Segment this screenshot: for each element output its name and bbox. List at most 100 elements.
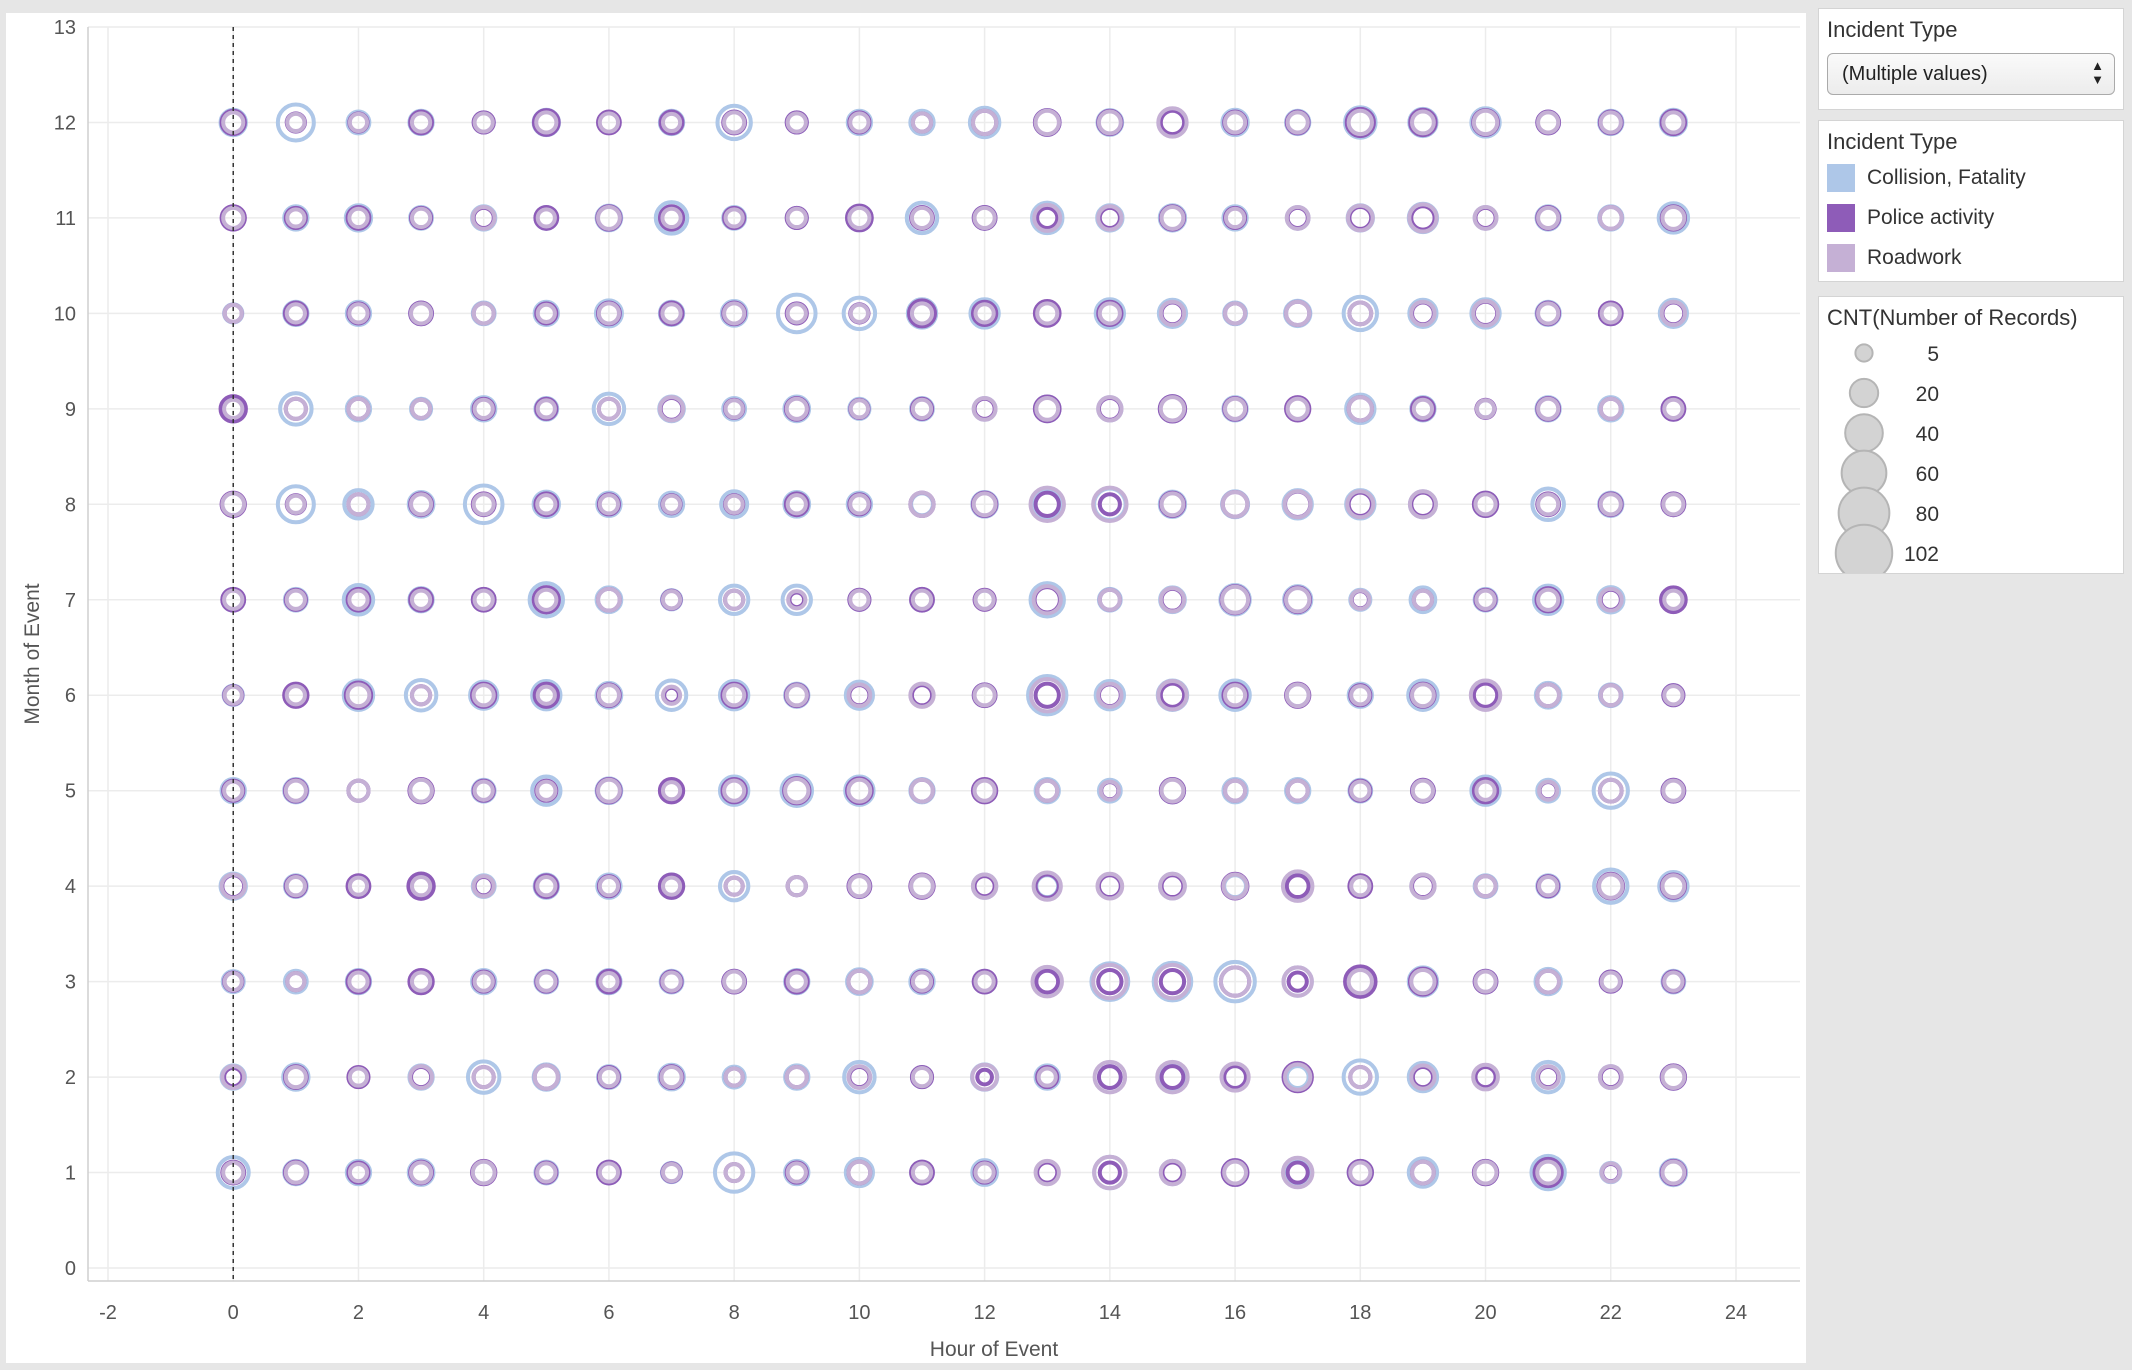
legend-item-collision-fatality[interactable]: Collision, Fatality bbox=[1827, 163, 2026, 193]
bubble-mark bbox=[409, 397, 433, 420]
incident-type-dropdown[interactable]: (Multiple values) ▲ ▼ bbox=[1827, 53, 2115, 95]
x-tick-label: 2 bbox=[353, 1302, 364, 1324]
bubble-mark bbox=[597, 111, 621, 134]
bubble-mark bbox=[971, 491, 998, 518]
bubble-mark bbox=[1473, 969, 1498, 994]
bubble-mark bbox=[1346, 395, 1374, 423]
bubble-mark bbox=[1341, 1058, 1380, 1096]
bubble-mark bbox=[1347, 300, 1374, 327]
bubble-mark bbox=[1151, 960, 1194, 1003]
size-legend-circle bbox=[1844, 413, 1884, 453]
bubble-mark bbox=[722, 301, 747, 326]
bubble-mark bbox=[596, 968, 622, 995]
bubble-mark bbox=[785, 302, 808, 325]
bubble-mark bbox=[779, 773, 815, 808]
bubble-mark bbox=[1092, 1154, 1128, 1191]
bubble-mark bbox=[597, 875, 621, 898]
bubble-mark bbox=[409, 684, 433, 707]
bubble-mark bbox=[846, 1159, 873, 1186]
bubble-mark bbox=[597, 1065, 621, 1089]
color-legend-title: Incident Type bbox=[1827, 129, 1958, 154]
bubble-mark bbox=[970, 1062, 999, 1092]
bubble-mark bbox=[1029, 677, 1066, 714]
bubble-mark bbox=[1280, 1155, 1315, 1190]
bubble-mark bbox=[786, 589, 808, 611]
bubble-mark bbox=[593, 298, 624, 329]
legend-item-roadwork[interactable]: Roadwork bbox=[1827, 243, 1962, 273]
bubble-mark bbox=[784, 683, 809, 708]
bubble-mark bbox=[408, 1064, 434, 1090]
bubble-mark bbox=[341, 583, 376, 617]
bubble-mark bbox=[908, 681, 936, 709]
bubble-mark bbox=[533, 205, 560, 231]
bubble-mark bbox=[1406, 1156, 1440, 1189]
bubble-mark bbox=[972, 778, 997, 803]
size-legend-label: 80 bbox=[1916, 503, 1939, 526]
bubble-mark bbox=[1096, 1064, 1123, 1090]
bubble-mark bbox=[1285, 778, 1310, 803]
bubble-mark bbox=[1221, 872, 1249, 900]
bubble-mark bbox=[1097, 301, 1122, 326]
bubble-mark bbox=[409, 875, 433, 898]
bubble-mark bbox=[910, 1161, 934, 1184]
bubble-mark bbox=[283, 1065, 308, 1090]
bubble-mark bbox=[535, 207, 557, 229]
bubble-mark bbox=[1222, 1159, 1248, 1186]
bubble-mark bbox=[275, 484, 316, 525]
bubble-mark bbox=[1159, 777, 1186, 804]
bubble-mark bbox=[1349, 875, 1372, 898]
bubble-mark bbox=[1286, 970, 1309, 993]
bubble-mark bbox=[1285, 396, 1310, 421]
bubble-mark bbox=[1349, 684, 1372, 707]
bubble-mark bbox=[1097, 587, 1122, 612]
bubble-mark bbox=[1472, 1159, 1499, 1186]
size-legend-label: 20 bbox=[1916, 383, 1939, 406]
bubble-mark bbox=[597, 493, 621, 516]
bubble-mark bbox=[597, 1161, 621, 1184]
bubble-mark bbox=[1158, 299, 1187, 328]
bubble-mark bbox=[283, 396, 308, 421]
bubble-mark bbox=[346, 492, 371, 517]
bubble-mark bbox=[845, 203, 874, 233]
bubble-mark bbox=[1597, 777, 1624, 804]
bubble-mark bbox=[722, 778, 747, 803]
bubble-mark bbox=[1096, 681, 1124, 709]
bubble-mark bbox=[222, 302, 244, 324]
bubble-mark bbox=[1473, 1065, 1498, 1090]
bubble-mark bbox=[1284, 873, 1311, 900]
x-tick-label: 24 bbox=[1725, 1302, 1747, 1324]
bubble-mark bbox=[347, 206, 370, 230]
bubble-mark bbox=[1536, 492, 1561, 517]
bubble-mark bbox=[1599, 970, 1622, 993]
bubble-mark bbox=[465, 1059, 502, 1095]
x-tick-label: 22 bbox=[1600, 1302, 1622, 1324]
bubble-mark bbox=[535, 1161, 558, 1184]
bubble-mark bbox=[1409, 872, 1437, 900]
size-legend-label: 102 bbox=[1904, 543, 1939, 566]
bubble-mark bbox=[1158, 1158, 1187, 1187]
bubble-mark bbox=[660, 111, 683, 134]
bubble-mark bbox=[347, 1161, 370, 1184]
legend-item-police-activity[interactable]: Police activity bbox=[1827, 203, 1994, 233]
bubble-mark bbox=[1284, 586, 1312, 614]
bubble-mark bbox=[1091, 962, 1129, 1001]
bubble-mark bbox=[535, 684, 557, 706]
size-legend-title: CNT(Number of Records) bbox=[1827, 305, 2078, 330]
bubble-mark bbox=[973, 970, 996, 993]
bubble-mark bbox=[472, 588, 495, 611]
bubble-mark bbox=[785, 111, 808, 134]
bubble-mark bbox=[1155, 1059, 1190, 1095]
bubble-mark bbox=[471, 492, 496, 517]
bubble-mark bbox=[346, 778, 371, 803]
bubble-mark bbox=[1349, 588, 1372, 611]
bubble-mark bbox=[530, 679, 563, 712]
bubble-mark bbox=[784, 1065, 809, 1090]
bubble-mark bbox=[1093, 297, 1127, 330]
bubble-mark bbox=[785, 875, 808, 898]
dropdown-value: (Multiple values) bbox=[1842, 63, 1988, 85]
bubble-mark bbox=[1411, 588, 1435, 611]
bubble-mark bbox=[1158, 108, 1187, 137]
legend-label: Collision, Fatality bbox=[1867, 166, 2026, 189]
bubble-mark bbox=[409, 492, 434, 517]
bubble-mark bbox=[846, 682, 873, 709]
